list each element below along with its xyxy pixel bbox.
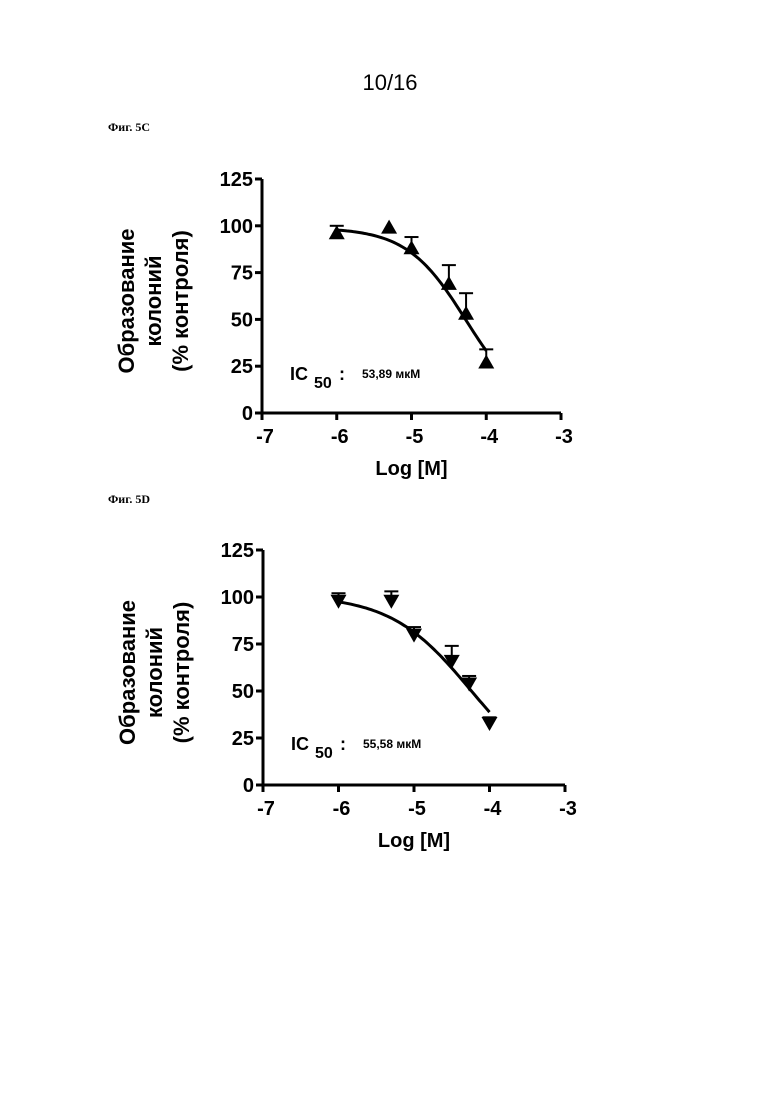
y-axis-title-line: колоний [141,255,166,346]
figure-label-5c: Фиг. 5C [108,120,150,135]
x-tick-label: -7 [257,798,275,820]
ic50-value: 53,89 мкМ [362,367,420,381]
y-tick-label: 75 [231,263,253,285]
ic50-colon: : [339,364,345,384]
data-point [482,717,498,731]
ic50-label: IC [290,364,308,384]
data-point [404,240,420,254]
y-tick-label: 50 [232,681,254,703]
x-tick-label: -4 [480,426,499,448]
x-tick-label: -3 [555,426,573,448]
x-tick-label: -7 [256,426,274,448]
y-axis-title-line: (% контроля) [168,230,193,372]
y-tick-label: 50 [231,309,253,331]
ic50-subscript: 50 [315,745,333,762]
figure-label-5d: Фиг. 5D [108,492,150,507]
y-axis-title-line: колоний [142,627,167,718]
page-number: 10/16 [0,70,780,96]
x-tick-label: -6 [333,798,351,820]
y-tick-label: 75 [232,634,254,656]
fit-curve [339,602,490,712]
data-point [478,354,494,368]
chart-fig-5d: 0 25 50 75 100 125 -7 -6 -5 -4 -3 Log [M] Образовани… [0,527,780,867]
ic50-subscript: 50 [314,375,332,392]
y-axis-title-line: (% контроля) [169,602,194,744]
ic50-value: 55,58 мкМ [363,737,421,751]
data-point [461,677,477,691]
ic50-label: IC [291,734,309,754]
data-point [329,225,345,239]
x-axis-title: Log [M] [375,458,447,480]
x-tick-label: -5 [406,426,424,448]
y-tick-label: 100 [221,587,254,609]
y-tick-label: 100 [220,216,253,238]
y-tick-label: 25 [232,728,254,750]
y-tick-label: 25 [231,356,253,378]
y-tick-label: 0 [243,775,254,797]
ic50-colon: : [340,734,346,754]
y-tick-label: 125 [221,540,254,562]
y-tick-label: 0 [242,403,253,425]
chart-fig-5c: 0 25 50 75 100 125 -7 -6 -5 -4 -3 Log [M] Образовани… [0,155,780,495]
y-tick-label: 125 [220,169,253,191]
x-tick-label: -5 [408,798,426,820]
x-tick-label: -6 [331,426,349,448]
data-point [381,220,397,234]
x-tick-label: -3 [559,798,577,820]
data-point [441,276,457,290]
y-axis-title-line: Образование [114,229,139,374]
data-point [383,595,399,609]
y-axis-title-line: Образование [115,600,140,745]
x-axis-title: Log [M] [378,830,450,852]
x-tick-label: -4 [484,798,503,820]
